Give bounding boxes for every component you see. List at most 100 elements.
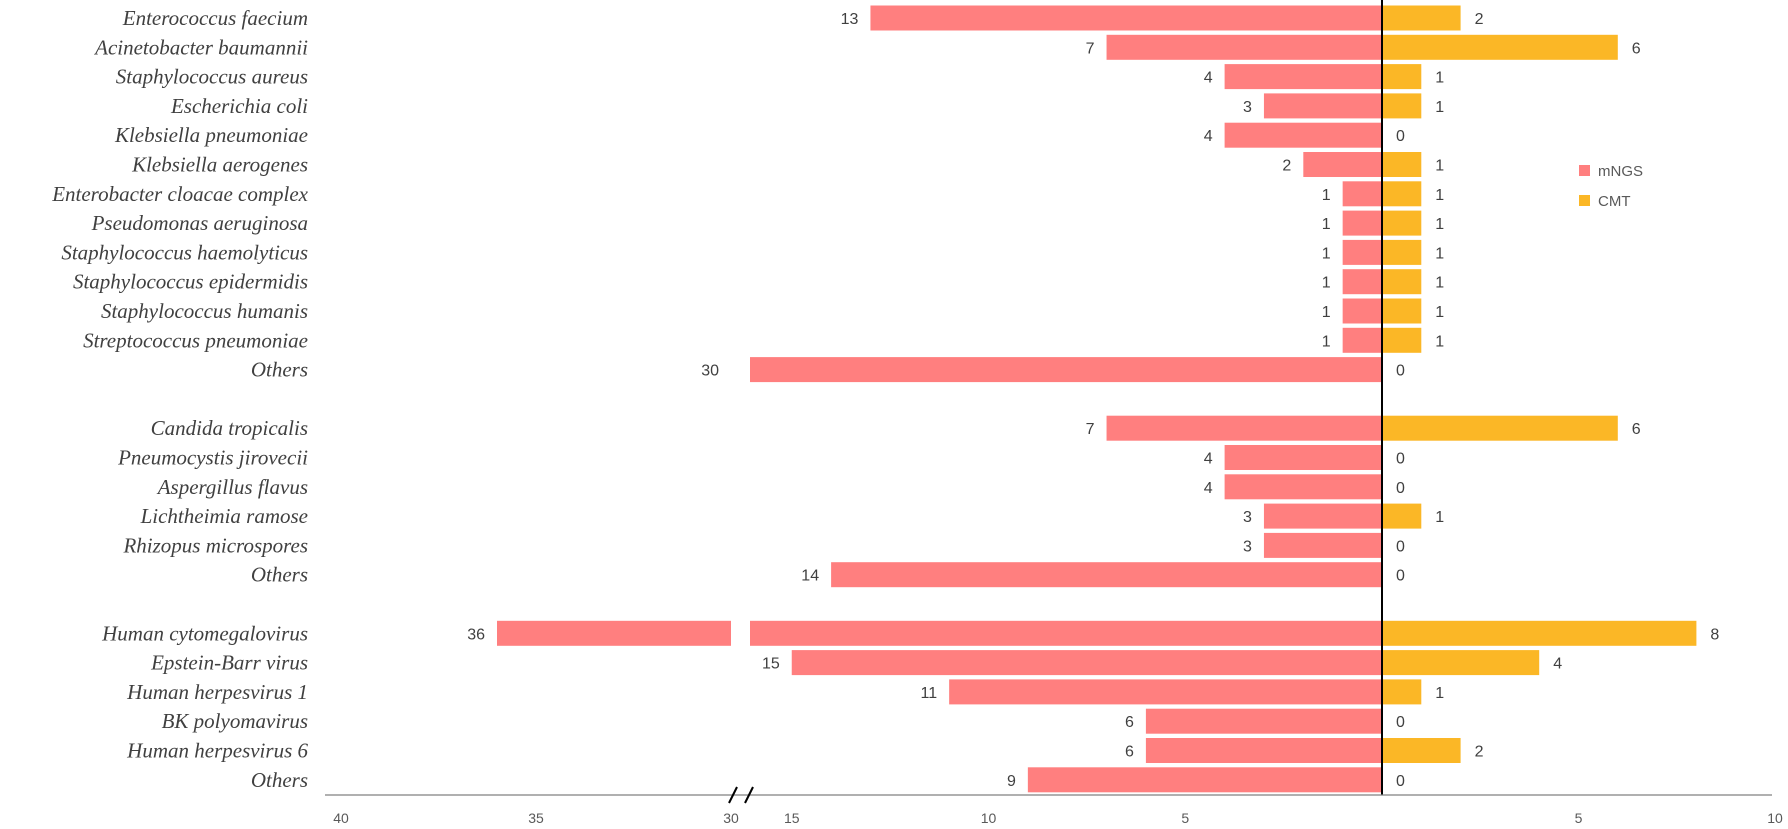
bar-mngs (870, 5, 1382, 31)
category-label: Enterococcus faecium (122, 6, 308, 30)
data-label-mngs: 2 (1282, 158, 1291, 175)
category-label: Human herpesvirus 6 (126, 739, 308, 763)
bar-mngs (1342, 298, 1382, 324)
data-label-cmt: 1 (1435, 187, 1444, 204)
bar-cmt (1382, 415, 1618, 441)
category-label: Human herpesvirus 1 (126, 680, 308, 704)
bar-cmt (1382, 503, 1422, 529)
bar-mngs (1263, 503, 1382, 529)
category-label: Epstein-Barr virus (150, 651, 308, 675)
bar-cmt (1382, 738, 1461, 763)
x-tick-label: 30 (723, 810, 739, 826)
data-label-mngs: 7 (1086, 40, 1095, 57)
category-label: Staphylococcus haemolyticus (61, 240, 308, 264)
category-label: Escherichia coli (170, 94, 308, 118)
bar-mngs (1224, 122, 1382, 148)
data-label-mngs: 7 (1086, 421, 1095, 438)
data-label-cmt: 0 (1396, 451, 1405, 468)
x-tick-label: 5 (1575, 810, 1583, 826)
data-label-cmt: 1 (1435, 333, 1444, 350)
data-label-cmt: 0 (1396, 128, 1405, 145)
x-tick-label: 35 (528, 810, 544, 826)
data-label-mngs: 1 (1322, 245, 1331, 262)
data-label-mngs: 6 (1125, 744, 1134, 761)
category-label: Enterobacter cloacae complex (51, 182, 308, 206)
category-label: Staphylococcus epidermidis (73, 270, 308, 294)
data-label-mngs: 1 (1322, 275, 1331, 292)
bar-mngs (1303, 152, 1382, 177)
bar-mngs (1224, 445, 1382, 470)
legend-label: CMT (1598, 193, 1631, 210)
bar-mngs (1106, 34, 1382, 60)
bar-cmt (1382, 327, 1422, 353)
bar-cmt (1382, 620, 1697, 646)
data-label-cmt: 0 (1396, 363, 1405, 380)
data-label-mngs: 36 (467, 626, 485, 643)
legend-label: mNGS (1598, 163, 1643, 180)
data-label-mngs: 4 (1204, 451, 1213, 468)
bars-layer (497, 5, 1697, 793)
axis-break-mark (744, 786, 754, 804)
bar-mngs (791, 650, 1382, 676)
data-label-cmt: 0 (1396, 714, 1405, 731)
data-label-mngs: 3 (1243, 99, 1252, 116)
category-label: Candida tropicalis (151, 416, 308, 440)
data-label-mngs: 3 (1243, 509, 1252, 526)
bar-cmt (1382, 298, 1422, 324)
bar-cmt (1382, 152, 1422, 177)
data-label-mngs: 6 (1125, 714, 1134, 731)
data-label-cmt: 8 (1710, 626, 1719, 643)
category-label: Staphylococcus humanis (101, 299, 308, 323)
category-label: Pneumocystis jirovecii (117, 446, 308, 470)
data-label-cmt: 1 (1435, 70, 1444, 87)
data-label-mngs: 3 (1243, 538, 1252, 555)
data-label-cmt: 2 (1475, 11, 1484, 28)
data-label-mngs: 1 (1322, 304, 1331, 321)
x-tick-label: 40 (333, 810, 349, 826)
data-label-cmt: 6 (1632, 421, 1641, 438)
bar-cmt (1382, 64, 1422, 90)
data-label-cmt: 0 (1396, 568, 1405, 585)
bar-mngs (1145, 738, 1382, 763)
bar-mngs (1342, 327, 1382, 353)
bar-mngs (1224, 64, 1382, 90)
bar-mngs (750, 357, 1382, 383)
data-label-cmt: 0 (1396, 480, 1405, 497)
bar-mngs (1145, 708, 1382, 734)
data-label-cmt: 0 (1396, 773, 1405, 790)
data-label-mngs: 4 (1204, 70, 1213, 87)
category-label: Klebsiella aerogenes (131, 153, 308, 177)
bar-cmt (1382, 93, 1422, 119)
bar-cmt (1382, 269, 1422, 295)
data-label-mngs: 15 (762, 656, 780, 673)
category-label: Acinetobacter baumannii (93, 35, 308, 59)
x-tick-label: 5 (1181, 810, 1189, 826)
category-label: Lichtheimia ramose (140, 504, 308, 528)
category-label: Others (251, 768, 308, 792)
category-label: Staphylococcus aureus (116, 65, 308, 89)
data-label-cmt: 4 (1553, 656, 1562, 673)
bar-mngs (1263, 532, 1382, 558)
x-tick-label: 15 (784, 810, 800, 826)
category-label: Others (251, 358, 308, 382)
data-label-mngs: 1 (1322, 187, 1331, 204)
axis-layer: 40 35 30 15 10 5 5 10 (325, 0, 1783, 826)
bar-cmt (1382, 679, 1422, 705)
data-label-cmt: 1 (1435, 99, 1444, 116)
category-label: BK polyomavirus (162, 709, 308, 733)
category-label: Human cytomegalovirus (101, 621, 308, 645)
category-label: Pseudomonas aeruginosa (91, 211, 308, 235)
data-label-mngs: 4 (1204, 128, 1213, 145)
bar-mngs (1342, 210, 1382, 236)
bar-mngs (1342, 181, 1382, 207)
data-label-mngs: 1 (1322, 216, 1331, 233)
bar-mngs (949, 679, 1382, 705)
data-label-mngs: 1 (1322, 333, 1331, 350)
legend-swatch (1579, 195, 1590, 206)
data-label-mngs: 9 (1007, 773, 1016, 790)
data-label-cmt: 0 (1396, 538, 1405, 555)
data-label-mngs: 4 (1204, 480, 1213, 497)
axis-break-mark (728, 786, 738, 804)
bar-mngs (1106, 415, 1382, 441)
